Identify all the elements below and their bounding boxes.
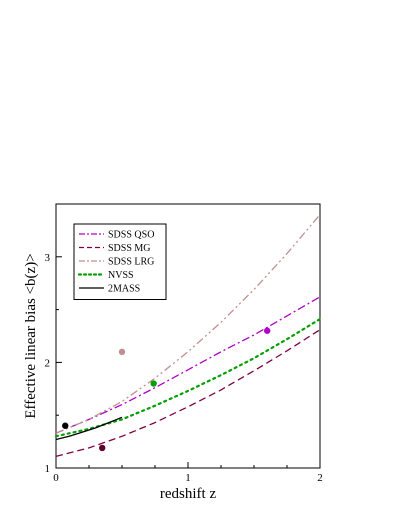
data-point [150,380,157,387]
legend-label: NVSS [108,270,134,281]
legend-label: SDSS LRG [108,257,154,268]
series-layer [54,214,322,458]
legend-label: SDSS MG [108,243,151,254]
data-point [118,348,126,356]
series-line-sdss-qso [55,296,321,434]
points-layer [62,327,271,452]
x-tick-label: 2 [317,472,323,484]
x-axis-title: redshift z [160,486,217,502]
data-point [62,422,69,429]
legend-label: 2MASS [108,284,140,295]
y-axis-title: Effective linear bias <b(z)> [23,253,39,418]
data-point [264,327,271,334]
legend: SDSS QSO SDSS MG SDSS LRG NVSS 2MASS [73,223,167,300]
y-tick-label: 2 [45,357,51,369]
x-tick-label: 1 [185,472,191,484]
series-line-2mass [55,416,123,441]
y-tick-label: 3 [45,252,51,264]
y-tick-label: 1 [45,463,51,475]
legend-label: SDSS QSO [108,230,154,241]
data-point [99,444,106,452]
series-line-sdss-lrg [55,214,321,434]
series-line-sdss-mg [55,329,321,458]
legend-box [73,223,167,300]
series-line-nvss [54,318,322,438]
x-tick-label: 0 [53,472,59,484]
